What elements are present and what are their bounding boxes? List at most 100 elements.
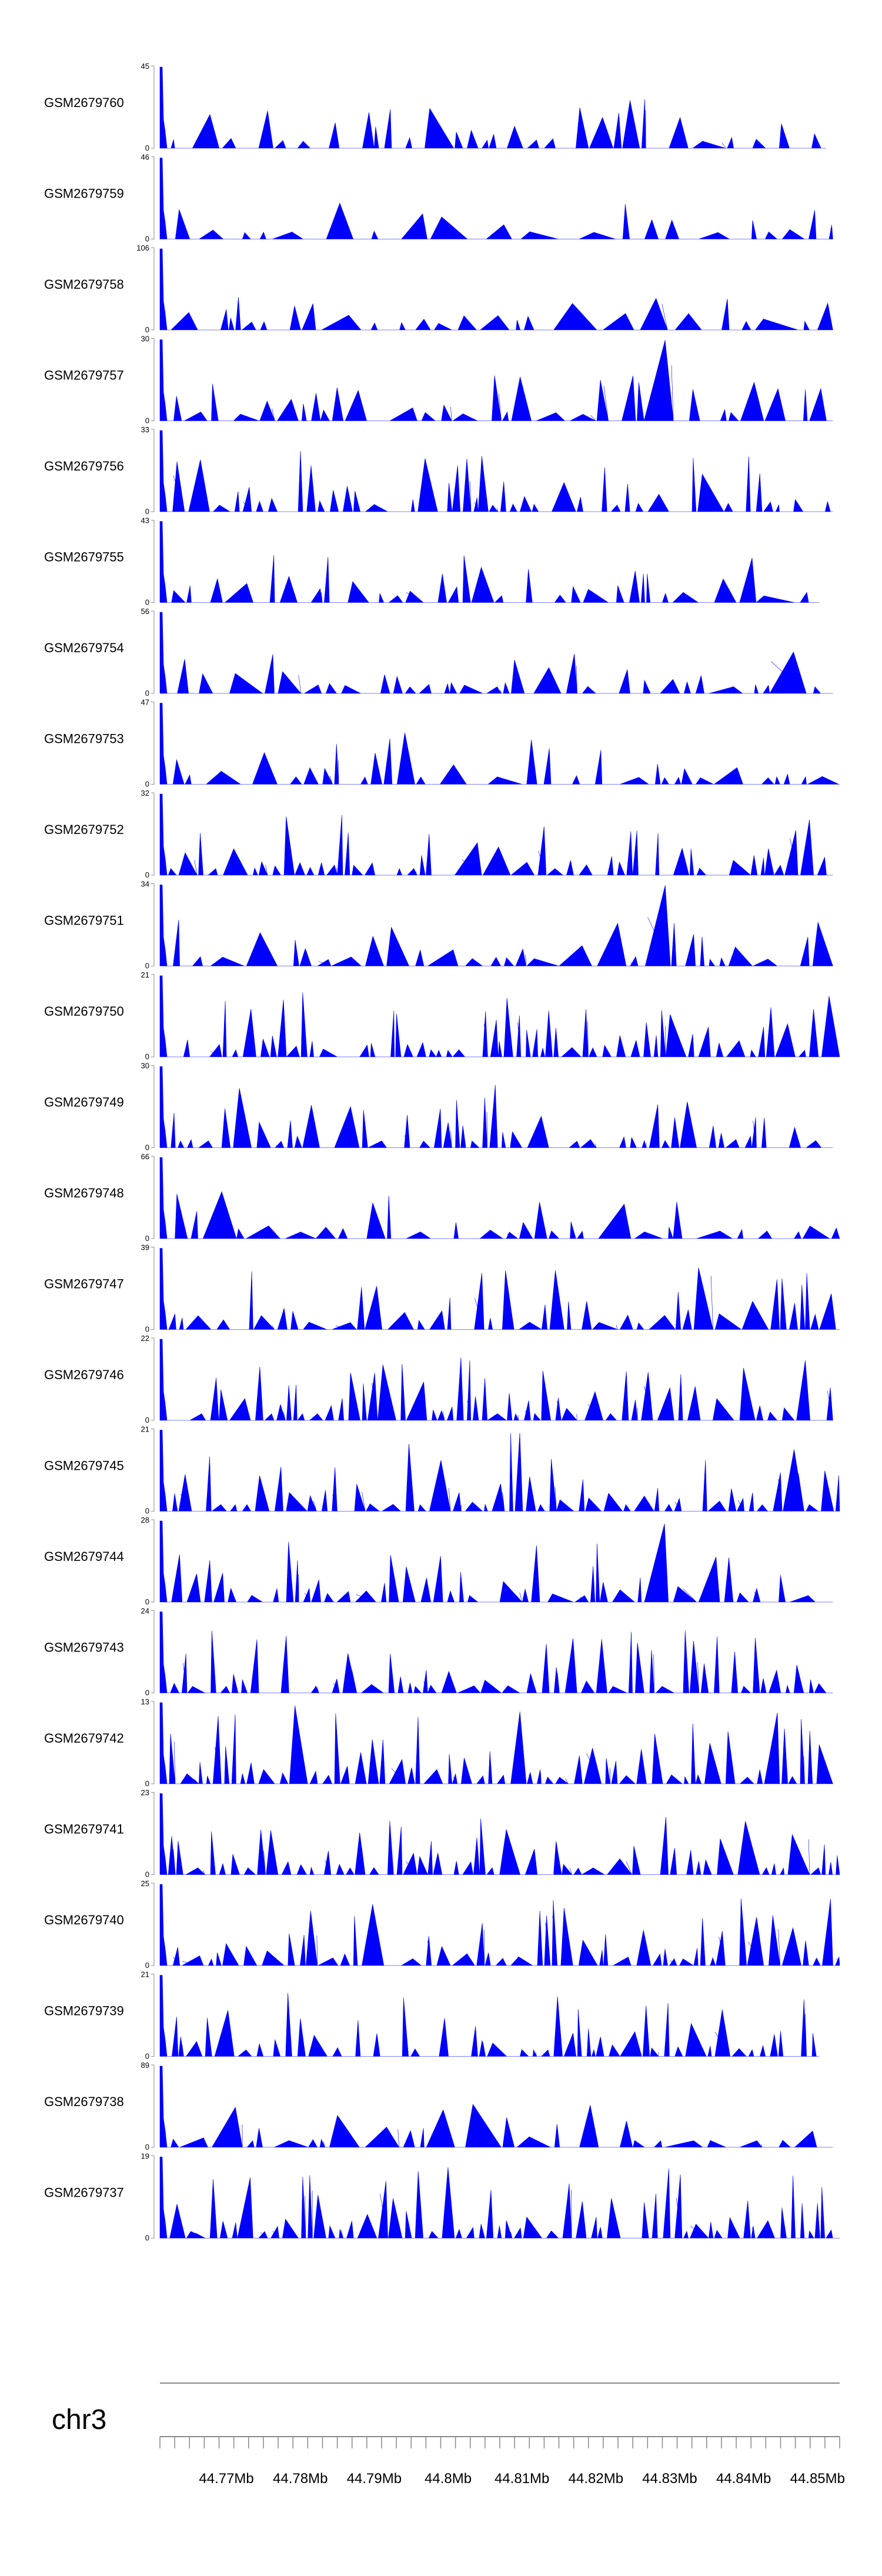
track-ymax-label: 66 bbox=[141, 1152, 149, 1161]
track-ymax-label: 19 bbox=[141, 2152, 149, 2161]
track-ymin-label: 0 bbox=[145, 1870, 149, 1879]
track-ymin-label: 0 bbox=[145, 2234, 149, 2243]
tick-label: 44.81Mb bbox=[495, 2471, 549, 2487]
tick-label: 44.77Mb bbox=[199, 2471, 253, 2487]
track-GSM2679748: GSM2679748 66 0 bbox=[44, 1152, 840, 1243]
track-ymax-label: 25 bbox=[141, 1879, 149, 1888]
track-ymax-label: 21 bbox=[141, 1425, 149, 1434]
track-label: GSM2679746 bbox=[44, 1367, 124, 1382]
track-ymax-label: 34 bbox=[141, 880, 149, 889]
track-ymin-label: 0 bbox=[145, 689, 149, 698]
track-label: GSM2679751 bbox=[44, 913, 124, 928]
track-ymin-label: 0 bbox=[145, 1961, 149, 1970]
track-label: GSM2679749 bbox=[44, 1095, 124, 1110]
coverage-area bbox=[159, 1248, 840, 1330]
coverage-area bbox=[159, 248, 833, 331]
tick-label: 44.82Mb bbox=[569, 2471, 623, 2487]
track-ymax-label: 56 bbox=[141, 607, 149, 616]
track-ymin-label: 0 bbox=[145, 962, 149, 970]
track-label: GSM2679754 bbox=[44, 640, 124, 655]
track-GSM2679744: GSM2679744 28 0 bbox=[44, 1516, 833, 1606]
track-ymin-label: 0 bbox=[145, 416, 149, 425]
track-GSM2679747: GSM2679747 39 0 bbox=[44, 1243, 840, 1334]
track-GSM2679743: GSM2679743 24 0 bbox=[44, 1607, 833, 1697]
track-ymax-label: 89 bbox=[141, 2061, 149, 2070]
coverage-area bbox=[159, 793, 833, 876]
track-label: GSM2679759 bbox=[44, 186, 124, 201]
track-ymin-label: 0 bbox=[145, 870, 149, 879]
track-ymax-label: 13 bbox=[141, 1697, 149, 1706]
coverage-area bbox=[159, 1611, 833, 1693]
track-ymax-label: 21 bbox=[141, 1970, 149, 1979]
track-ymax-label: 30 bbox=[141, 1062, 149, 1070]
coverage-area bbox=[159, 885, 833, 967]
track-GSM2679737: GSM2679737 19 0 bbox=[44, 2152, 840, 2243]
track-GSM2679742: GSM2679742 13 0 bbox=[44, 1697, 833, 1788]
track-ymax-label: 46 bbox=[141, 153, 149, 162]
coverage-area bbox=[159, 2157, 840, 2239]
track-label: GSM2679760 bbox=[44, 95, 124, 110]
track-ymin-label: 0 bbox=[145, 1597, 149, 1606]
track-ymin-label: 0 bbox=[145, 507, 149, 516]
track-GSM2679741: GSM2679741 23 0 bbox=[44, 1788, 840, 1879]
track-ymin-label: 0 bbox=[145, 1234, 149, 1243]
track-label: GSM2679737 bbox=[44, 2185, 124, 2200]
track-GSM2679740: GSM2679740 25 0 bbox=[44, 1879, 840, 1970]
track-label: GSM2679750 bbox=[44, 1004, 124, 1019]
track-ymin-label: 0 bbox=[145, 1052, 149, 1061]
genome-axis: chr3 44.77Mb 44.78Mb 44.79Mb 44.8Mb 44.81Mb 4… bbox=[52, 2383, 845, 2487]
track-ymax-label: 43 bbox=[141, 516, 149, 525]
chromosome-label: chr3 bbox=[52, 2404, 106, 2435]
track-GSM2679738: GSM2679738 89 0 bbox=[44, 2061, 833, 2151]
track-label: GSM2679756 bbox=[44, 459, 124, 473]
track-ymax-label: 23 bbox=[141, 1788, 149, 1797]
track-label: GSM2679747 bbox=[44, 1277, 124, 1292]
track-GSM2679753: GSM2679753 47 0 bbox=[44, 698, 840, 789]
track-GSM2679755: GSM2679755 43 0 bbox=[44, 516, 820, 607]
track-ymin-label: 0 bbox=[145, 1689, 149, 1697]
tick-label: 44.83Mb bbox=[642, 2471, 697, 2487]
tick-label: 44.78Mb bbox=[273, 2471, 328, 2487]
track-ymin-label: 0 bbox=[145, 780, 149, 789]
coverage-area bbox=[159, 1702, 833, 1784]
coverage-area bbox=[159, 1339, 833, 1421]
track-label: GSM2679755 bbox=[44, 550, 124, 565]
track-ymax-label: 22 bbox=[141, 1334, 149, 1343]
track-ymin-label: 0 bbox=[145, 1779, 149, 1788]
coverage-area bbox=[159, 521, 820, 603]
track-label: GSM2679744 bbox=[44, 1549, 124, 1564]
track-ymin-label: 0 bbox=[145, 325, 149, 334]
coverage-area bbox=[159, 612, 833, 694]
track-label: GSM2679745 bbox=[44, 1459, 124, 1473]
track-ymin-label: 0 bbox=[145, 598, 149, 607]
coverage-area bbox=[159, 66, 826, 149]
track-ymin-label: 0 bbox=[145, 1143, 149, 1152]
track-GSM2679752: GSM2679752 32 0 bbox=[44, 789, 833, 879]
tick-label: 44.85Mb bbox=[790, 2471, 845, 2487]
track-ymin-label: 0 bbox=[145, 1325, 149, 1334]
track-ymax-label: 39 bbox=[141, 1243, 149, 1252]
coverage-tracks: GSM2679760450GSM2679759460GSM26797581060… bbox=[44, 62, 840, 2243]
coverage-area bbox=[159, 1975, 820, 2057]
track-GSM2679751: GSM2679751 34 0 bbox=[44, 880, 833, 970]
track-GSM2679749: GSM2679749 30 0 bbox=[44, 1062, 833, 1152]
track-label: GSM2679753 bbox=[44, 732, 124, 746]
coverage-area bbox=[159, 430, 833, 513]
track-label: GSM2679757 bbox=[44, 368, 124, 383]
coverage-area bbox=[159, 339, 833, 421]
tick-label: 44.84Mb bbox=[716, 2471, 771, 2487]
track-ymin-label: 0 bbox=[145, 1507, 149, 1516]
track-label: GSM2679758 bbox=[44, 277, 124, 292]
coverage-area bbox=[159, 1793, 840, 1876]
track-GSM2679758: GSM2679758 106 0 bbox=[44, 243, 833, 334]
track-ymax-label: 32 bbox=[141, 789, 149, 798]
track-label: GSM2679741 bbox=[44, 1822, 124, 1837]
track-label: GSM2679740 bbox=[44, 1913, 124, 1927]
track-ymin-label: 0 bbox=[145, 2052, 149, 2061]
track-ymax-label: 33 bbox=[141, 425, 149, 434]
coverage-area bbox=[159, 975, 840, 1057]
track-GSM2679756: GSM2679756 33 0 bbox=[44, 425, 833, 516]
track-GSM2679759: GSM2679759 46 0 bbox=[44, 153, 833, 243]
tick-label: 44.8Mb bbox=[425, 2471, 472, 2487]
